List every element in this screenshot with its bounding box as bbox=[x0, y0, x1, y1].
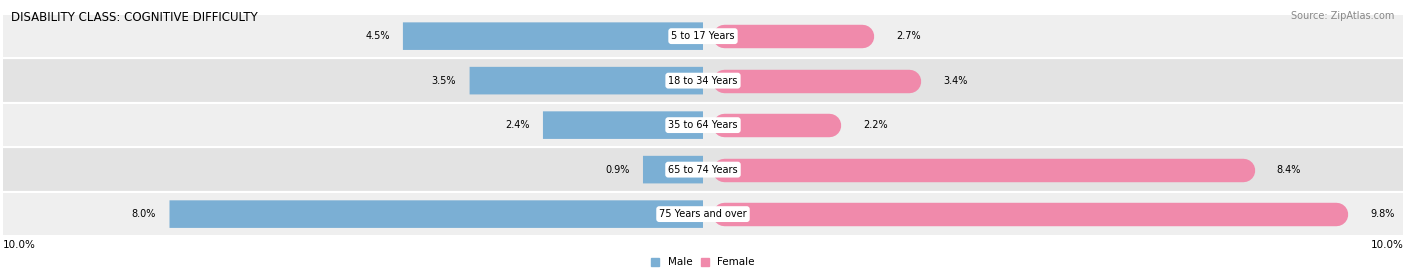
FancyBboxPatch shape bbox=[543, 111, 703, 139]
Text: 75 Years and over: 75 Years and over bbox=[659, 209, 747, 219]
Text: 2.2%: 2.2% bbox=[863, 120, 887, 130]
Legend: Male, Female: Male, Female bbox=[647, 253, 759, 270]
Text: 3.5%: 3.5% bbox=[432, 76, 457, 86]
Text: 0.9%: 0.9% bbox=[605, 165, 630, 175]
FancyBboxPatch shape bbox=[170, 200, 703, 228]
Text: Source: ZipAtlas.com: Source: ZipAtlas.com bbox=[1291, 11, 1395, 21]
Text: 4.5%: 4.5% bbox=[366, 31, 389, 41]
Bar bbox=[3, 58, 1403, 103]
Text: 35 to 64 Years: 35 to 64 Years bbox=[668, 120, 738, 130]
Text: 8.0%: 8.0% bbox=[132, 209, 156, 219]
Text: 8.4%: 8.4% bbox=[1277, 165, 1301, 175]
Text: 65 to 74 Years: 65 to 74 Years bbox=[668, 165, 738, 175]
Text: 18 to 34 Years: 18 to 34 Years bbox=[668, 76, 738, 86]
Text: 5 to 17 Years: 5 to 17 Years bbox=[671, 31, 735, 41]
FancyBboxPatch shape bbox=[404, 22, 703, 50]
Text: DISABILITY CLASS: COGNITIVE DIFFICULTY: DISABILITY CLASS: COGNITIVE DIFFICULTY bbox=[11, 11, 257, 24]
Text: 2.7%: 2.7% bbox=[897, 31, 921, 41]
Bar bbox=[3, 192, 1403, 236]
Bar bbox=[3, 147, 1403, 192]
FancyBboxPatch shape bbox=[643, 156, 703, 183]
Text: 9.8%: 9.8% bbox=[1369, 209, 1395, 219]
Bar bbox=[3, 103, 1403, 147]
Text: 10.0%: 10.0% bbox=[1371, 240, 1403, 250]
Text: 3.4%: 3.4% bbox=[943, 76, 967, 86]
Text: 2.4%: 2.4% bbox=[505, 120, 530, 130]
FancyBboxPatch shape bbox=[470, 67, 703, 94]
Text: 10.0%: 10.0% bbox=[3, 240, 35, 250]
Bar bbox=[3, 14, 1403, 58]
